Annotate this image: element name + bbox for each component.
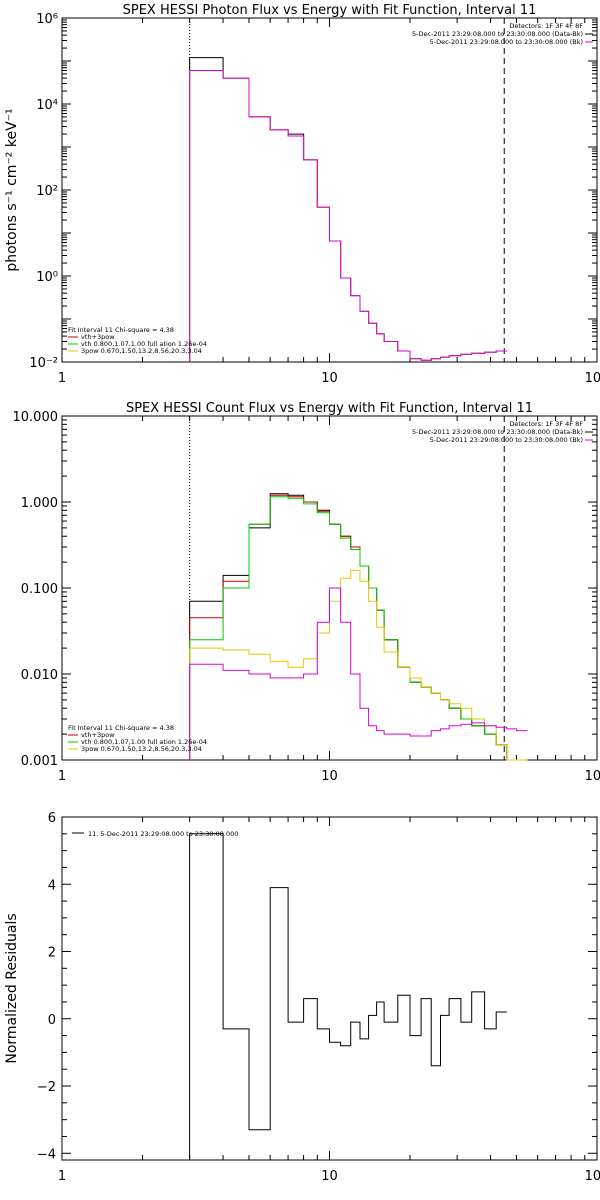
y-tick-label: 10⁰ [36,270,58,285]
x-tick-label: 100 [585,371,600,386]
chart-title: SPEX HESSI Photon Flux vs Energy with Fi… [123,3,537,18]
x-tick-label: 10 [321,371,338,386]
series-line [189,587,528,737]
legend-bk: 5-Dec-2011 23:29:08.000 to 23:30:08.000 … [430,436,583,444]
x-tick-label: 1 [58,371,66,386]
plot-frame [61,17,598,363]
legend-fit-item: 3pow 0.670,1.50,13.2,8.56,20.3,3.04 [81,745,202,753]
chart-title: SPEX HESSI Count Flux vs Energy with Fit… [126,401,533,416]
legend-fit-header: Fit Interval 11 Chi-square = 4.38 [68,724,174,732]
x-tick-label: 100 [585,1169,600,1184]
legend-detectors: Detectors: 1F 3F 4F 8F [509,22,583,30]
legend-fit-item: vth+3pow [81,731,115,739]
series-line [189,493,528,761]
legend-data-bk: 5-Dec-2011 23:29:08.000 to 23:30:08.000 … [412,428,583,436]
y-tick-label: −4 [37,1147,56,1162]
y-tick-label: 0.100 [21,582,58,597]
legend-fit-header: Fit Interval 11 Chi-square = 4.38 [68,326,174,334]
y-tick-label: 0.001 [21,754,58,769]
legend-bk: 5-Dec-2011 23:29:08.000 to 23:30:08.000 … [430,38,583,46]
plot-frame [61,816,598,1161]
panel-3: 1 10 100 −4 −2 0 2 4 6 Normalized Residuals 11. 5-… [4,811,600,1184]
x-tick-label: 10 [321,769,338,784]
y-tick-label: 1.000 [21,496,58,511]
panel-2: 1 10 100 0.001 0.010 0.100 1.000 10.000 SPEX HES… [13,401,600,784]
x-tick-label: 1 [58,1169,66,1184]
y-tick-label: 10⁻² [29,356,58,371]
series-line [189,70,507,361]
residual-legend: 11. 5-Dec-2011 23:29:08.000 to 23:30:08.… [88,830,238,838]
legend-fit-item: 3pow 0.670,1.50,13.2,8.56,20.3,3.04 [81,347,202,355]
series-line [189,70,507,361]
legend-data-bk: 5-Dec-2011 23:29:08.000 to 23:30:08.000 … [412,30,583,38]
legend-detectors: Detectors: 1F 3F 4F 8F [509,420,583,428]
series-line [189,496,528,761]
y-tick-label: 2 [48,946,56,961]
x-tick-label: 100 [585,769,600,784]
y-tick-label: 10⁴ [36,98,58,113]
residual-line [189,833,507,1160]
y-tick-label: 10⁶ [36,12,58,27]
series-line [189,494,528,761]
y-tick-label: 6 [48,811,56,826]
series-line [189,569,528,761]
y-tick-label: 0 [48,1013,56,1028]
y-tick-label: 4 [48,878,56,893]
legend-fit-item: vth 0.800,1.07,1.00 full ation 1.26e-04 [81,340,207,348]
panel-1: 1 10 100 10⁻² 10⁰ 10² 10⁴ 10⁶ SPEX HESSI Photon … [4,3,600,386]
series-line [189,57,507,361]
series-line [189,70,507,361]
legend-fit-item: vth+3pow [81,333,115,341]
y-axis-label: photons s⁻¹ cm⁻² keV⁻¹ [4,108,20,271]
series-line [189,70,507,361]
legend-fit-item: vth 0.800,1.07,1.00 full ation 1.26e-04 [81,738,207,746]
y-tick-label: 10² [36,184,58,199]
y-tick-label: 10.000 [13,410,59,425]
x-tick-label: 10 [321,1169,338,1184]
y-tick-label: 0.010 [21,668,58,683]
y-axis-label: Normalized Residuals [4,913,20,1063]
x-tick-label: 1 [58,769,66,784]
y-tick-label: −2 [37,1080,56,1095]
